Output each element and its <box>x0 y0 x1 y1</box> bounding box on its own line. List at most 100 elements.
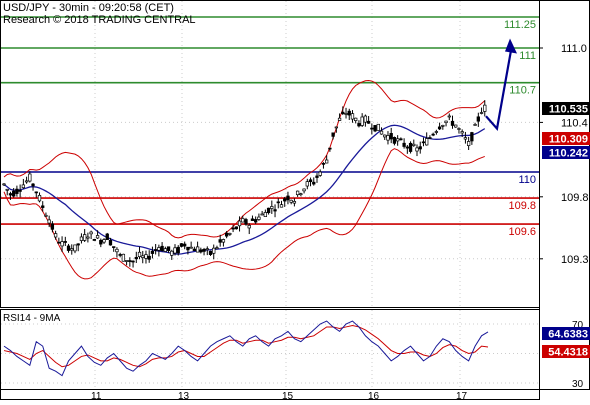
candle-body <box>176 246 180 254</box>
candle-body <box>241 218 245 223</box>
candle-body <box>447 115 451 118</box>
rsi-y-tick-label: 70 <box>572 320 584 331</box>
candle-body <box>147 255 151 260</box>
candle-body <box>392 137 397 144</box>
rsi-value-tag-blue <box>542 327 590 340</box>
price-value-tag-red <box>542 132 590 145</box>
candle-body <box>231 227 235 230</box>
candle-body <box>199 249 203 253</box>
candle-body <box>215 247 219 250</box>
candle-body <box>221 239 226 243</box>
candle-body <box>470 132 474 142</box>
candle-body <box>31 183 35 187</box>
candle-body <box>102 239 106 243</box>
forecast-arrow <box>485 38 517 132</box>
candle-body <box>170 250 174 256</box>
y-tick-label: 109.8 <box>561 192 589 204</box>
y-tick-label: 110.4 <box>561 117 588 129</box>
candle-body <box>186 246 190 251</box>
candle-body <box>99 239 103 245</box>
candle-body <box>70 248 74 251</box>
candle-body <box>373 125 377 132</box>
price-value-tag-label: 110.242 <box>549 148 588 160</box>
x-tick-label: 15 <box>282 391 294 400</box>
candle-body <box>444 120 448 124</box>
bollinger-upper <box>3 79 486 239</box>
bollinger-lower <box>3 148 485 280</box>
candle-body <box>325 159 329 164</box>
rsi-title: RSI14 - 9MA <box>3 313 61 324</box>
candle-body <box>228 233 232 235</box>
candle-body <box>15 188 19 194</box>
candle-body <box>479 112 484 114</box>
candle-body <box>396 138 400 142</box>
candle-body <box>295 190 300 196</box>
candle-body <box>41 205 45 208</box>
support-resistance-levels: 111.25 111 110.7 110 109.8 109.6 <box>1 16 539 238</box>
candle-body <box>425 138 429 146</box>
candle-body <box>376 123 380 131</box>
candle-body <box>21 184 26 189</box>
candle-body <box>308 179 313 183</box>
candle-body <box>134 257 138 260</box>
candle-body <box>428 137 432 139</box>
right-axis-panel <box>539 0 590 390</box>
forecast-line <box>485 50 513 132</box>
candle-body <box>37 194 42 202</box>
level-label: 111 <box>519 50 536 62</box>
x-tick-label: 17 <box>456 391 468 400</box>
candle-body <box>263 212 268 217</box>
price-value-tag-label: 110.309 <box>549 134 588 146</box>
candle-body <box>150 250 155 254</box>
candle-body <box>318 171 322 176</box>
candle-body <box>66 245 71 251</box>
candle-body <box>179 243 184 247</box>
candlestick-series <box>2 100 487 268</box>
candle-body <box>276 201 280 204</box>
candle-body <box>337 117 342 121</box>
candle-body <box>386 135 390 141</box>
candle-body <box>141 255 145 258</box>
candle-body <box>131 260 135 263</box>
chart-title: USD/JPY - 30min - 09:20:58 (CET) <box>3 2 174 14</box>
candle-body <box>79 236 84 241</box>
rsi-panel <box>0 309 540 390</box>
candle-body <box>8 193 13 196</box>
candle-body <box>244 219 248 225</box>
candle-body <box>63 241 67 243</box>
candle-body <box>121 253 126 262</box>
candle-body <box>112 246 116 248</box>
level-label: 111.25 <box>504 19 536 31</box>
candle-body <box>434 131 439 133</box>
candle-body <box>273 209 277 212</box>
candle-body <box>195 246 200 253</box>
rsi-y-tick-label: 30 <box>572 379 584 390</box>
candle-body <box>34 191 38 194</box>
rsi-line <box>3 320 489 377</box>
candle-body <box>431 133 435 136</box>
candle-body <box>457 128 461 130</box>
candle-body <box>315 175 319 178</box>
candle-body <box>189 246 193 249</box>
candle-body <box>53 233 58 238</box>
candle-body <box>202 248 206 252</box>
candle-body <box>344 113 348 115</box>
candle-body <box>86 236 90 239</box>
candle-body <box>283 198 287 202</box>
bollinger-bands <box>3 79 486 280</box>
candle-body <box>450 120 455 126</box>
candle-body <box>466 141 471 146</box>
candle-body <box>208 250 213 255</box>
x-tick-label: 13 <box>178 391 190 400</box>
candle-body <box>24 180 29 183</box>
x-tick-label: 11 <box>91 391 102 400</box>
candle-body <box>279 204 284 208</box>
candle-body <box>247 225 251 229</box>
candle-body <box>312 181 316 185</box>
candle-body <box>154 249 158 251</box>
candle-body <box>76 243 80 246</box>
candle-body <box>250 218 255 221</box>
candle-body <box>218 239 222 243</box>
candle-body <box>5 188 9 191</box>
